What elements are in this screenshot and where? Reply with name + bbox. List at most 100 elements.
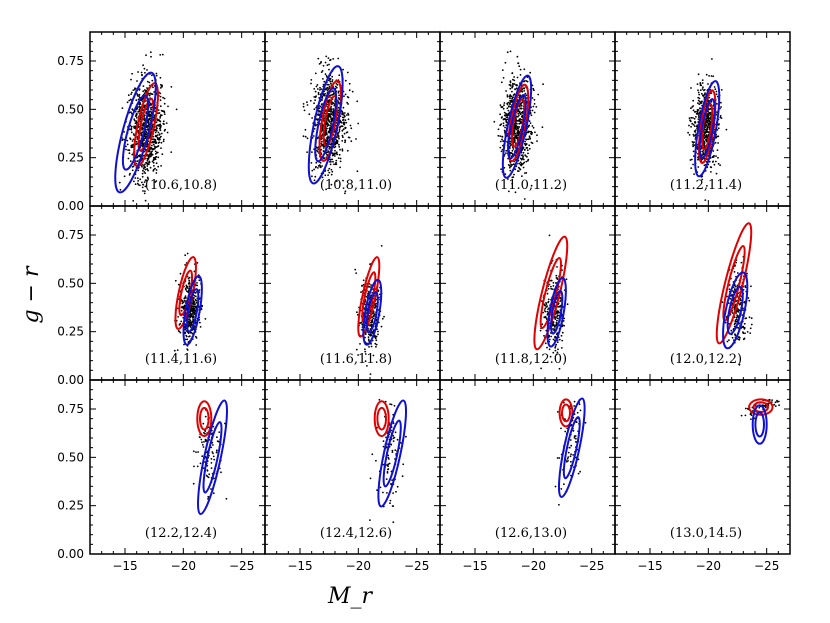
data-point (519, 68, 522, 71)
data-point (142, 64, 145, 67)
data-point (151, 141, 154, 144)
data-point (547, 301, 549, 304)
data-point (506, 95, 509, 98)
data-point (523, 161, 526, 164)
data-point (142, 85, 145, 87)
data-point (743, 322, 746, 325)
data-point (188, 285, 191, 288)
data-point (348, 89, 351, 92)
data-point (123, 131, 125, 133)
data-point (337, 157, 340, 160)
x-tick-label: −25 (229, 559, 254, 573)
data-point (144, 190, 146, 193)
data-point (162, 96, 165, 99)
data-point (383, 315, 385, 318)
data-point (174, 279, 177, 282)
data-point (702, 89, 705, 92)
data-point (522, 158, 525, 161)
data-point (392, 435, 395, 437)
data-point (148, 94, 151, 97)
data-point (134, 183, 137, 186)
data-point (316, 84, 319, 86)
data-point (543, 309, 546, 311)
data-point (698, 100, 701, 103)
data-point (210, 446, 213, 449)
data-point (536, 134, 538, 137)
data-point (136, 80, 138, 82)
data-point (152, 161, 155, 164)
data-point (559, 305, 562, 307)
data-point (133, 119, 136, 122)
data-point (212, 452, 214, 455)
data-point (326, 137, 328, 140)
data-point (324, 210, 326, 212)
data-point (715, 155, 717, 158)
data-point (152, 135, 155, 138)
data-point (344, 190, 347, 193)
data-point (321, 165, 323, 167)
data-point (163, 113, 166, 115)
data-point (336, 84, 339, 86)
data-point (359, 343, 361, 345)
data-point (584, 421, 587, 424)
data-point (518, 167, 521, 170)
data-point (311, 169, 314, 172)
data-point (511, 98, 513, 100)
data-point (712, 156, 715, 158)
data-point (192, 315, 195, 318)
data-point (501, 138, 503, 141)
data-point (157, 145, 160, 147)
data-point (330, 122, 332, 125)
data-point (321, 137, 323, 140)
data-point (338, 153, 341, 156)
data-point (708, 160, 711, 163)
data-point (216, 436, 218, 439)
data-point (694, 120, 696, 123)
data-point (142, 183, 145, 186)
data-point (543, 334, 545, 337)
data-point (371, 321, 374, 323)
data-point (195, 337, 198, 339)
data-point (194, 305, 197, 308)
data-point (135, 120, 138, 123)
data-point (188, 335, 190, 338)
data-point (157, 131, 160, 134)
data-point (692, 99, 695, 102)
data-point (503, 102, 506, 104)
data-point (190, 322, 193, 325)
data-point (135, 112, 138, 115)
data-point (567, 456, 570, 458)
data-point (701, 178, 704, 181)
data-point (152, 138, 155, 141)
data-point (375, 345, 377, 348)
data-point (556, 317, 559, 320)
data-point (189, 320, 192, 322)
data-point (152, 143, 155, 146)
data-point (144, 168, 147, 171)
data-point (306, 151, 308, 154)
data-point (555, 323, 558, 326)
data-point (556, 457, 559, 459)
panel-1: (10.6,10.8)0.000.250.500.75 (57, 31, 266, 213)
data-point (555, 321, 558, 324)
data-point (208, 473, 211, 476)
data-point (704, 124, 707, 127)
data-point (155, 172, 158, 174)
data-point (512, 176, 515, 179)
data-point (326, 83, 329, 86)
data-point (314, 72, 317, 75)
data-point (546, 346, 548, 349)
data-point (160, 165, 163, 167)
data-point (688, 117, 691, 119)
data-point (195, 451, 197, 453)
data-point (317, 57, 320, 60)
data-point (342, 106, 345, 109)
data-point (731, 293, 733, 296)
red-contour-1 (357, 256, 381, 338)
data-point (513, 173, 515, 176)
data-point (322, 147, 325, 149)
blue-contour-1 (546, 277, 567, 348)
data-point (544, 307, 547, 310)
panel-2: (10.8,11.0) (264, 31, 441, 212)
data-point (746, 272, 748, 275)
